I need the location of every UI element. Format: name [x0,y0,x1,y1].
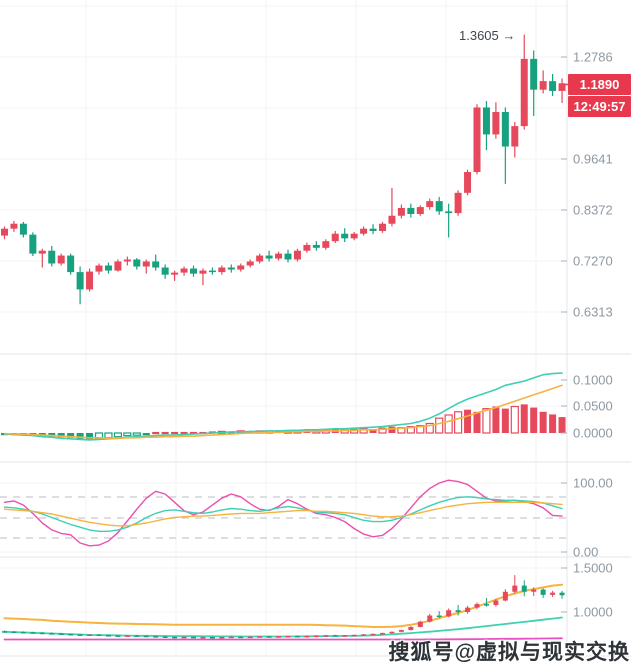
bottom-axis-label: 1.0000 [573,604,613,620]
macd-axis-label: 0.1000 [573,372,613,388]
price-axis-label: 0.8372 [573,202,613,218]
price-axis-label: 0.6313 [573,304,613,320]
last-price-badge: 1.1890 [568,74,631,95]
macd-axis-label: 0.0500 [573,398,613,414]
price-axis-label: 0.9641 [573,151,613,167]
price-axis-label: 0.7270 [573,253,613,269]
main-price-panel[interactable] [1,34,566,305]
macd-axis-label: 0.0000 [573,425,613,441]
grid-lines [0,0,567,656]
macd-panel[interactable] [1,372,566,441]
countdown-badge: 12:49:57 [568,96,631,117]
kdj-axis-label: 0.00 [573,544,599,560]
peak-price-annotation: 1.3605 → [459,28,516,43]
bottom-panel[interactable] [2,575,565,641]
watermark: 搜狐号@虚拟与现实交换 [388,641,630,664]
bottom-axis-label: 1.5000 [573,560,613,576]
kdj-panel[interactable] [3,479,563,547]
kdj-axis-label: 100.00 [573,475,613,491]
price-axis-label: 1.2786 [573,49,613,65]
